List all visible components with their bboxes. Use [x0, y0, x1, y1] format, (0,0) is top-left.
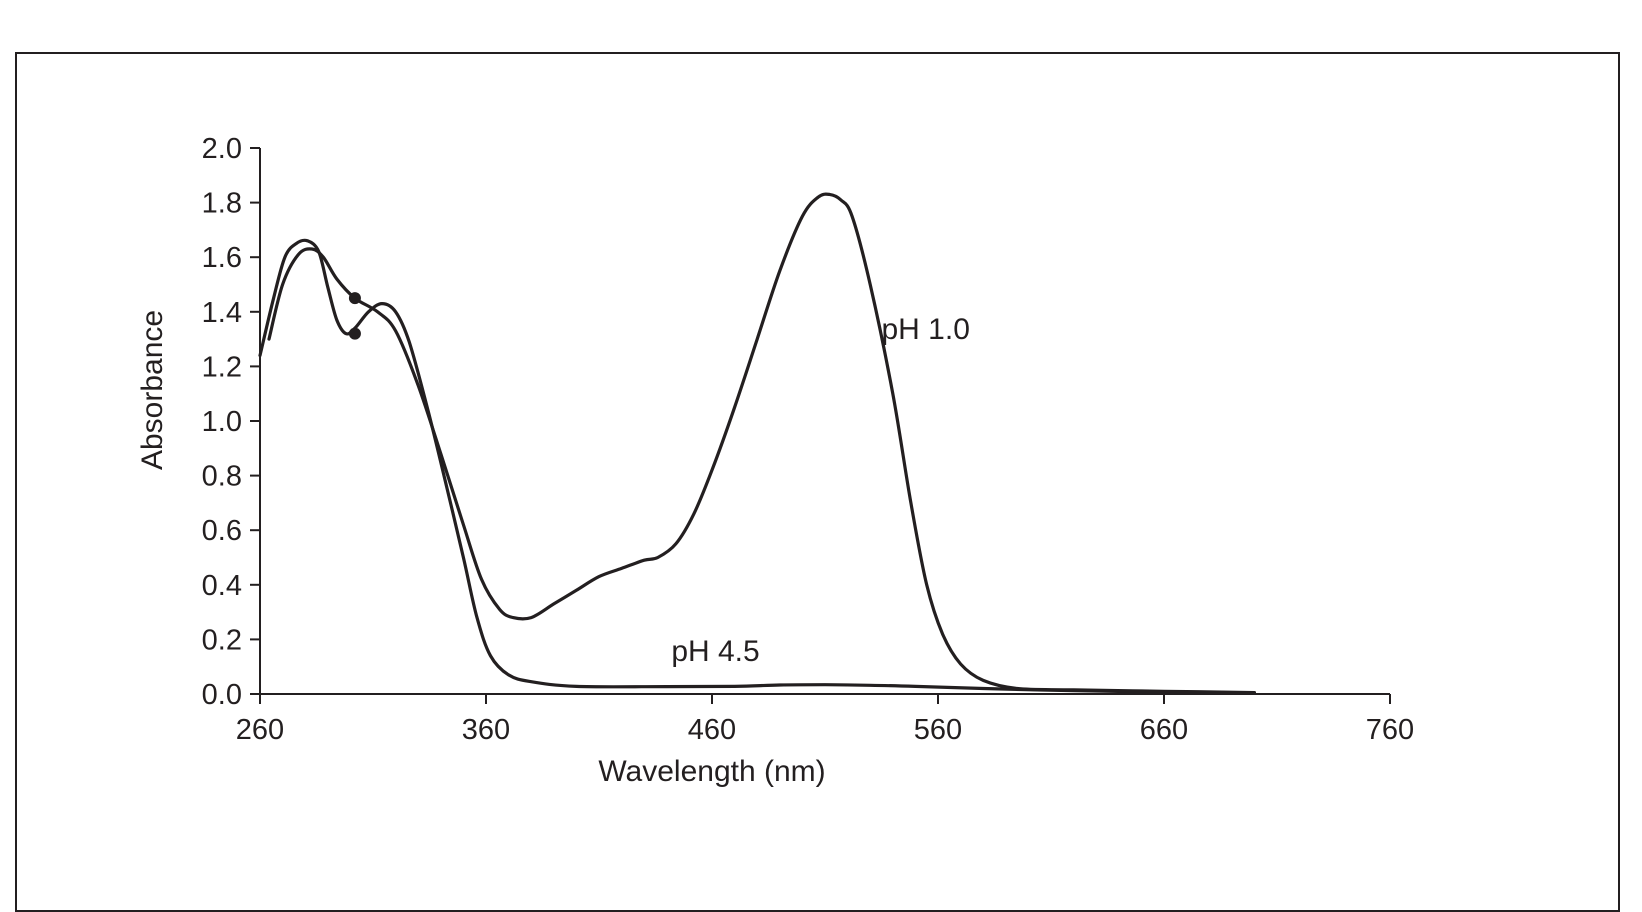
y-tick-label: 0.0 — [202, 679, 242, 711]
data-point-marker — [348, 292, 361, 305]
series-annotation-label: pH 1.0 — [882, 313, 970, 346]
y-tick-label: 0.6 — [202, 515, 242, 547]
series-ph-1-0-line — [267, 192, 1256, 695]
y-tick-label: 1.6 — [202, 242, 242, 274]
y-tick-label: 1.4 — [202, 297, 242, 329]
x-tick-label: 760 — [1366, 714, 1414, 746]
series-annotation-label: pH 4.5 — [671, 635, 759, 668]
x-tick-label: 560 — [914, 714, 962, 746]
marker-layer — [348, 292, 361, 340]
x-tick-label: 660 — [1140, 714, 1188, 746]
annotation-layer: pH 1.0 pH 4.5 — [671, 313, 970, 668]
series-layer — [258, 192, 1256, 695]
y-tick-label: 2.0 — [202, 133, 242, 165]
data-point-marker — [348, 327, 361, 340]
x-axis-title: Wavelength (nm) — [598, 755, 825, 788]
y-axis-title: Absorbance — [136, 310, 169, 470]
y-tick-label: 1.0 — [202, 406, 242, 438]
y-tick-label: 0.8 — [202, 461, 242, 493]
y-tick-label: 1.2 — [202, 351, 242, 383]
x-tick-label: 360 — [462, 714, 510, 746]
series-ph-4-5-line — [258, 238, 1256, 695]
x-tick-label: 460 — [688, 714, 736, 746]
y-tick-label: 0.4 — [202, 570, 242, 602]
y-axis: 0.0 0.2 0.4 0.6 0.8 1.0 1.2 1.4 1.6 1.8 2.0 — [202, 133, 261, 711]
x-axis: 260 360 460 560 660 760 — [236, 693, 1414, 746]
figure-frame — [15, 52, 1620, 912]
y-tick-label: 0.2 — [202, 624, 242, 656]
y-tick-label: 1.8 — [202, 188, 242, 220]
x-tick-label: 260 — [236, 714, 284, 746]
